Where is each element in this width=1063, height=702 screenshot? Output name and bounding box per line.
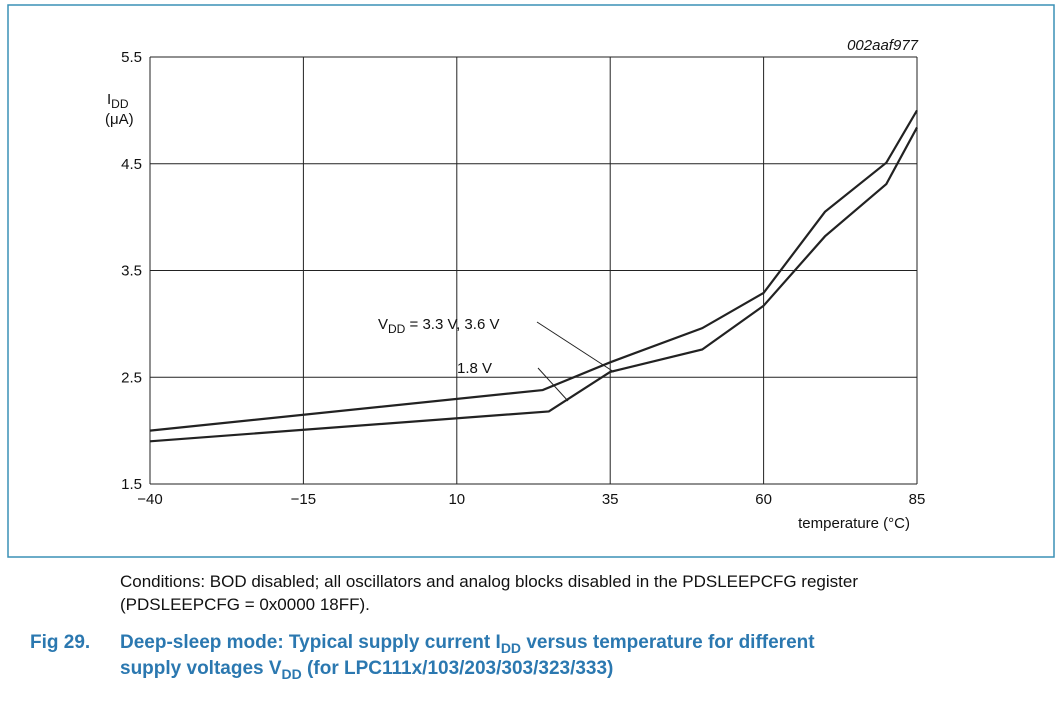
- y-axis-label: IDD: [107, 91, 129, 111]
- y-tick-label: 1.5: [121, 476, 142, 493]
- data-line: [149, 126, 918, 443]
- x-axis-label: temperature (°C): [798, 515, 910, 532]
- caption-line: Deep-sleep mode: Typical supply current …: [120, 632, 815, 656]
- y-tick-label: 5.5: [121, 49, 142, 66]
- y-tick-label: 3.5: [121, 263, 142, 280]
- caption-line: supply voltages VDD (for LPC111x/103/203…: [120, 658, 613, 682]
- y-tick-label: 2.5: [121, 369, 142, 386]
- frame: [7, 4, 1055, 558]
- leader-line: [537, 367, 569, 402]
- y-axis-unit: (μA): [105, 111, 134, 128]
- x-tick-label: 35: [602, 491, 619, 508]
- data-line: [149, 109, 918, 432]
- x-tick-label: −40: [137, 491, 162, 508]
- x-tick-label: 10: [448, 491, 465, 508]
- x-tick-label: −15: [291, 491, 316, 508]
- y-tick-label: 4.5: [121, 156, 142, 173]
- fig-number: Fig 29.: [30, 632, 90, 653]
- conditions: (PDSLEEPCFG = 0x0000 18FF).: [120, 595, 370, 614]
- conditions: Conditions: BOD disabled; all oscillator…: [120, 572, 858, 591]
- annotation: VDD = 3.3 V, 3.6 V: [378, 316, 499, 336]
- x-tick-label: 60: [755, 491, 772, 508]
- leader-line: [536, 321, 615, 373]
- figure-id: 002aaf977: [847, 37, 919, 54]
- x-tick-label: 85: [909, 491, 926, 508]
- annotation: 1.8 V: [457, 360, 492, 377]
